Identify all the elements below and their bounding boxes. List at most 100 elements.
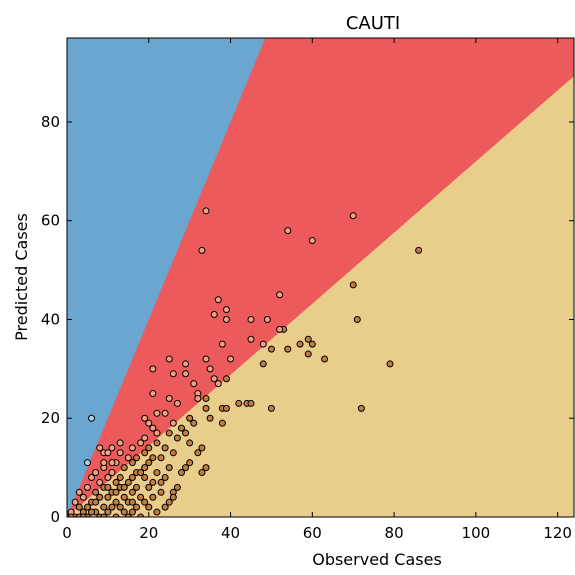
data-point [153, 508, 161, 516]
data-point [83, 483, 91, 491]
data-point [194, 394, 202, 402]
data-point [67, 513, 75, 517]
data-point [304, 335, 312, 343]
data-point [137, 469, 145, 477]
data-point [75, 503, 83, 511]
data-point [247, 399, 255, 407]
data-point [128, 444, 136, 452]
data-point [83, 459, 91, 467]
data-point [276, 325, 284, 333]
data-point [165, 394, 173, 402]
data-point [165, 355, 173, 363]
data-point [276, 291, 284, 299]
y-tick-label: 20 [41, 409, 60, 427]
data-point [124, 454, 132, 462]
data-point [141, 464, 149, 472]
data-point [92, 469, 100, 477]
data-point [149, 454, 157, 462]
y-axis-ticks: 0 20 40 60 80 [41, 113, 574, 526]
data-point [79, 513, 87, 517]
data-point [169, 493, 177, 501]
data-point [108, 444, 116, 452]
data-point [112, 498, 120, 506]
data-point [218, 340, 226, 348]
data-point [104, 493, 112, 501]
data-point [153, 409, 161, 417]
data-point [128, 508, 136, 516]
x-axis-label: Observed Cases [312, 550, 442, 569]
data-point [145, 459, 153, 467]
x-tick-label: 60 [303, 524, 322, 542]
data-point [190, 419, 198, 427]
data-point [259, 360, 267, 368]
data-point [145, 483, 153, 491]
data-point [357, 404, 365, 412]
data-point [386, 360, 394, 368]
data-point [116, 473, 124, 481]
data-point [218, 419, 226, 427]
data-point [161, 409, 169, 417]
region-upper [67, 38, 266, 517]
data-point [104, 483, 112, 491]
data-point [96, 493, 104, 501]
data-point [161, 473, 169, 481]
data-point [149, 390, 157, 398]
data-point [149, 365, 157, 373]
data-point [112, 513, 120, 517]
data-point [161, 444, 169, 452]
x-tick-label: 100 [462, 524, 491, 542]
data-point [100, 513, 108, 517]
data-point [214, 380, 222, 388]
data-point [177, 469, 185, 477]
data-point [153, 429, 161, 437]
data-point [321, 355, 329, 363]
data-point [210, 375, 218, 383]
data-point [235, 399, 243, 407]
x-tick-label: 80 [385, 524, 404, 542]
data-point [96, 444, 104, 452]
data-point [157, 488, 165, 496]
data-point [79, 493, 87, 501]
data-point [165, 464, 173, 472]
data-point [141, 498, 149, 506]
data-point [190, 380, 198, 388]
data-point [75, 488, 83, 496]
plot-frame [66, 37, 575, 518]
data-point [296, 340, 304, 348]
shaded-regions [67, 38, 574, 517]
data-point [71, 498, 79, 506]
data-point [133, 503, 141, 511]
data-point [173, 434, 181, 442]
x-axis-ticks: 0 20 40 60 80 100 120 [62, 38, 572, 542]
data-point [206, 414, 214, 422]
data-point [104, 473, 112, 481]
data-point [194, 449, 202, 457]
data-point [149, 478, 157, 486]
data-point [145, 444, 153, 452]
y-axis-label: Predicted Cases [12, 213, 31, 341]
data-point [112, 478, 120, 486]
data-point [186, 459, 194, 467]
data-point [169, 419, 177, 427]
data-point [116, 503, 124, 511]
data-point [247, 335, 255, 343]
data-point [124, 513, 132, 517]
data-point [222, 375, 230, 383]
data-point [182, 464, 190, 472]
y-tick-label: 40 [41, 310, 60, 328]
data-point [304, 350, 312, 358]
data-point [284, 345, 292, 353]
data-point [137, 513, 145, 517]
data-point [157, 478, 165, 486]
data-point [198, 469, 206, 477]
data-point [137, 439, 145, 447]
data-point [284, 227, 292, 235]
data-point [214, 296, 222, 304]
data-point [186, 439, 194, 447]
data-point [83, 503, 91, 511]
data-point [415, 246, 423, 254]
data-point [100, 459, 108, 467]
data-point [210, 311, 218, 319]
data-point [202, 404, 210, 412]
